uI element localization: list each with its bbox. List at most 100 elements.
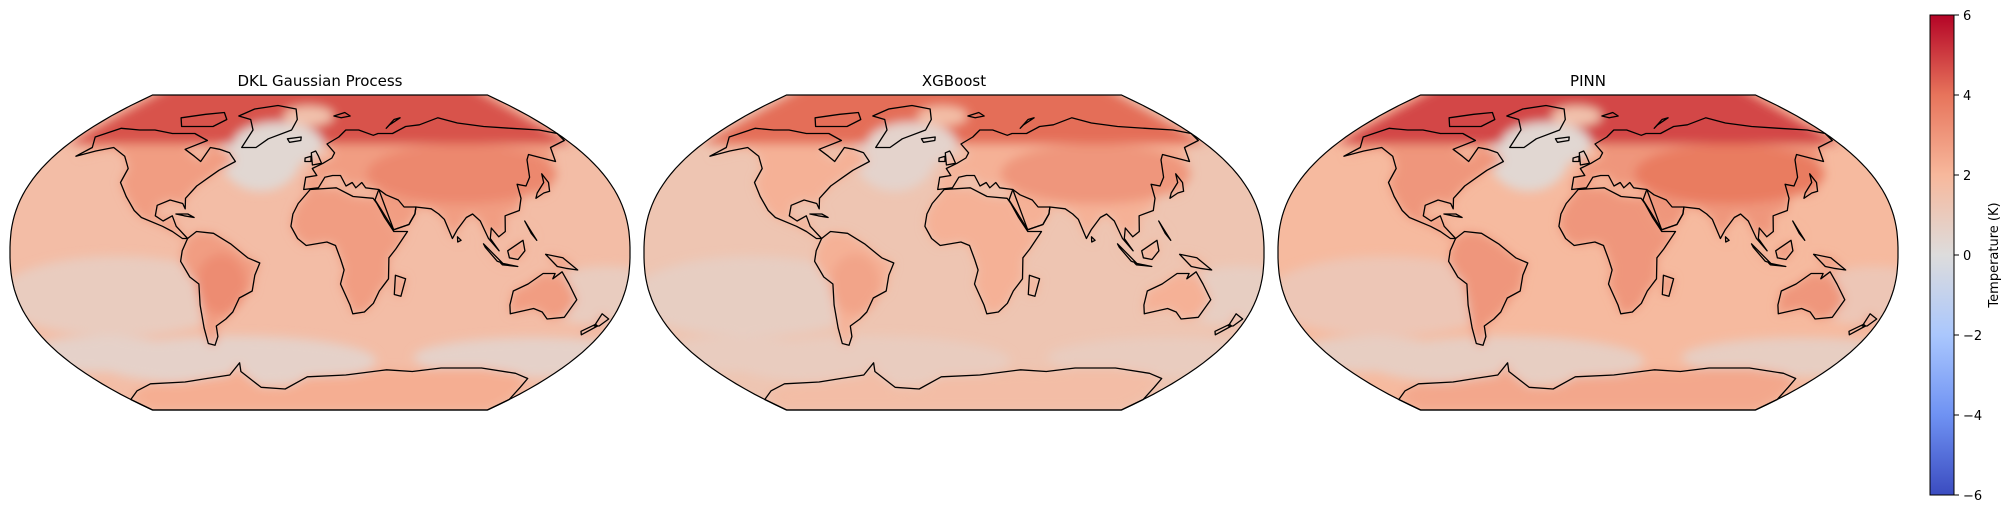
temperature-field xyxy=(10,95,630,410)
map-title: XGBoost xyxy=(922,72,986,90)
colorbar: 6 4 2 0 −2 −4 −6 Temperature (K) xyxy=(1929,9,2002,504)
colorbar-tick-label: 4 xyxy=(1963,89,1971,104)
coastline-ireland xyxy=(1572,155,1580,163)
coastline-northamerica xyxy=(75,127,237,240)
coastline-japan xyxy=(1169,173,1185,199)
coastline-eurasia xyxy=(303,117,565,252)
colorbar-tick-label: 6 xyxy=(1963,9,1971,24)
coastline-nz2 xyxy=(580,323,599,336)
coastline-newguinea xyxy=(1178,253,1213,271)
coastline-iceland xyxy=(286,136,302,143)
coastline-africa xyxy=(924,187,1043,315)
coastline-southamerica xyxy=(179,230,261,346)
coastline-arabiacap xyxy=(1012,188,1051,231)
coastline-iceland xyxy=(920,136,936,143)
coastline-madagascar xyxy=(1027,274,1041,297)
map-boundary xyxy=(9,94,631,411)
colorbar-tick-label: 0 xyxy=(1963,249,1971,264)
map-title: PINN xyxy=(1570,72,1606,90)
coastline-madagascar xyxy=(393,274,407,297)
coastline-svalbard xyxy=(333,111,351,119)
coastline-eurasia xyxy=(1571,117,1833,252)
coastline-greenland xyxy=(1506,104,1566,149)
coastline-antarctica xyxy=(130,362,529,411)
coastline-antarctica xyxy=(1398,362,1797,411)
coastline-philippines xyxy=(1792,220,1806,241)
coastline-southamerica xyxy=(813,230,895,346)
map-title: DKL Gaussian Process xyxy=(238,72,403,90)
coastline-srilanka xyxy=(1724,236,1730,243)
coastline-southamerica xyxy=(1447,230,1529,346)
coastline-arcticisl xyxy=(814,111,862,128)
coastline-philippines xyxy=(524,220,538,241)
temperature-field xyxy=(1278,95,1898,410)
coastline-novaya xyxy=(1653,117,1669,129)
coastline-novaya xyxy=(385,117,401,129)
coastline-sumatra xyxy=(1116,243,1138,264)
colorbar-tick-label: −2 xyxy=(1963,329,1982,344)
coastlines xyxy=(75,104,610,411)
coastline-java xyxy=(1134,262,1153,268)
coastline-arcticisl xyxy=(1448,111,1496,128)
coastline-northamerica xyxy=(709,127,871,240)
coastline-antarctica xyxy=(764,362,1163,411)
colorbar-tick-label: −6 xyxy=(1963,489,1982,504)
coastline-svalbard xyxy=(1601,111,1619,119)
colorbar-label: Temperature (K) xyxy=(1987,202,2002,308)
coastline-borneo xyxy=(507,239,526,261)
coastline-nz2 xyxy=(1848,323,1867,336)
coastline-australia xyxy=(509,271,578,320)
coastline-java xyxy=(500,262,519,268)
coastlines xyxy=(1343,104,1878,411)
coastline-greenland xyxy=(238,104,298,149)
coastline-eurasia xyxy=(937,117,1199,252)
coastline-srilanka xyxy=(456,236,462,243)
coastline-srilanka xyxy=(1090,236,1096,243)
coastline-africa xyxy=(290,187,409,315)
coastline-arcticisl xyxy=(180,111,228,128)
colorbar-gradient xyxy=(1929,14,1955,496)
coastline-newguinea xyxy=(544,253,579,271)
map-panel-pinn: PINN xyxy=(1277,72,1899,411)
coastline-cuba xyxy=(1443,213,1463,219)
coastline-cuba xyxy=(175,213,195,219)
coastline-australia xyxy=(1143,271,1212,320)
coastline-australia xyxy=(1777,271,1846,320)
coastlines xyxy=(709,104,1244,411)
map-boundary xyxy=(643,94,1265,411)
coastline-japan xyxy=(1803,173,1819,199)
coastline-madagascar xyxy=(1661,274,1675,297)
coastline-sumatra xyxy=(482,243,504,264)
coastline-greenland xyxy=(872,104,932,149)
coastline-northamerica xyxy=(1343,127,1505,240)
coastline-iceland xyxy=(1554,136,1570,143)
coastline-newguinea xyxy=(1812,253,1847,271)
coastline-japan xyxy=(535,173,551,199)
coastline-arabiacap xyxy=(1646,188,1685,231)
coastline-arabiacap xyxy=(378,188,417,231)
coastline-nz xyxy=(593,313,610,327)
coastline-sumatra xyxy=(1750,243,1772,264)
colorbar-tick-label: 2 xyxy=(1963,169,1971,184)
coastline-nz xyxy=(1227,313,1244,327)
coastline-uk xyxy=(1578,150,1591,166)
coastline-java xyxy=(1768,262,1787,268)
coastline-uk xyxy=(944,150,957,166)
coastline-nz2 xyxy=(1214,323,1233,336)
coastline-ireland xyxy=(938,155,946,163)
coastline-svalbard xyxy=(967,111,985,119)
coastline-philippines xyxy=(1158,220,1172,241)
coastline-nz xyxy=(1861,313,1878,327)
map-boundary xyxy=(1277,94,1899,411)
map-panel-xgboost: XGBoost xyxy=(643,72,1265,411)
colorbar-tick-label: −4 xyxy=(1963,409,1982,424)
coastline-africa xyxy=(1558,187,1677,315)
coastline-uk xyxy=(310,150,323,166)
coastline-borneo xyxy=(1141,239,1160,261)
coastline-novaya xyxy=(1019,117,1035,129)
coastline-borneo xyxy=(1775,239,1794,261)
coastline-ireland xyxy=(304,155,312,163)
coastline-cuba xyxy=(809,213,829,219)
map-panel-dkl: DKL Gaussian Process xyxy=(9,72,631,411)
